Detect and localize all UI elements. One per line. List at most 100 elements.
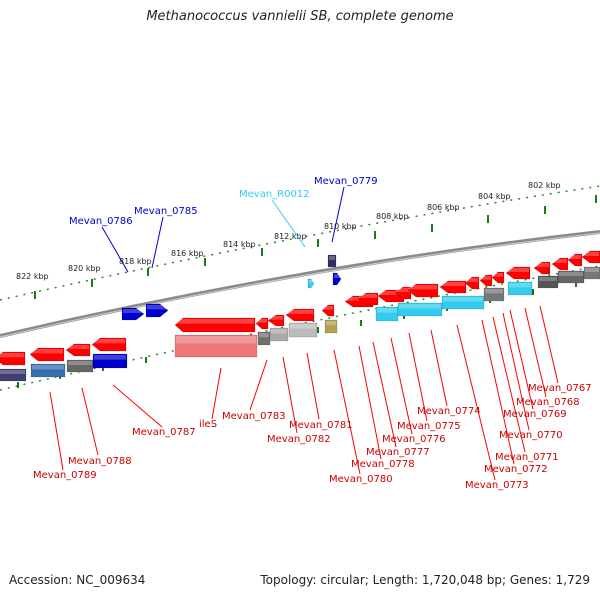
label-leader xyxy=(390,337,413,435)
gene-label: Mevan_0768 xyxy=(516,397,580,408)
gene-arrow-reverse xyxy=(394,286,412,300)
gene-label: Mevan_0779 xyxy=(314,176,378,187)
gene-arrow-forward xyxy=(332,272,342,286)
gene-label: Mevan_0774 xyxy=(417,406,481,417)
protein-block xyxy=(269,327,289,342)
gene-arrow-reverse xyxy=(29,347,65,362)
label-leader xyxy=(101,226,129,273)
gene-label: Mevan_0789 xyxy=(33,470,97,481)
top-label-leaders xyxy=(101,186,345,273)
protein-block xyxy=(397,302,443,317)
label-leader xyxy=(211,367,222,420)
gene-arrow-reverse xyxy=(255,317,269,330)
kbp-scale-labels: 822 kbp 820 kbp 818 kbp 816 kbp 814 kbp 812 k… xyxy=(16,181,561,281)
gene-label: Mevan_0777 xyxy=(366,447,430,458)
label-leader xyxy=(372,341,397,448)
kbp-label: 802 kbp xyxy=(528,181,561,190)
gene-arrow-reverse xyxy=(551,257,569,271)
gene-arrow-reverse xyxy=(267,314,285,327)
protein-block xyxy=(583,266,600,280)
bottom-label-leaders xyxy=(49,305,559,481)
gene-arrow-reverse xyxy=(533,261,551,275)
label-leader xyxy=(81,387,99,456)
label-leader xyxy=(358,345,382,460)
protein-block xyxy=(537,275,559,289)
gene-arrow-reverse xyxy=(567,253,583,267)
genome-backbone xyxy=(0,230,600,338)
gene-label: Mevan_0771 xyxy=(495,452,559,463)
gene-arrow-reverse xyxy=(91,337,127,352)
gene-arrow-reverse xyxy=(439,280,467,294)
gene-arrow-reverse xyxy=(407,283,439,298)
gene-label: Mevan_0782 xyxy=(267,434,331,445)
label-leader xyxy=(539,305,559,384)
protein-block xyxy=(174,334,258,358)
gene-label: Mevan_0775 xyxy=(397,421,461,432)
label-leader xyxy=(430,329,448,407)
kbp-label: 804 kbp xyxy=(478,192,511,201)
gene-label: Mevan_0773 xyxy=(465,480,529,491)
kbp-label: 820 kbp xyxy=(68,264,101,273)
label-leader xyxy=(271,199,306,248)
protein-block xyxy=(257,331,271,346)
protein-block xyxy=(30,363,66,378)
label-leader xyxy=(333,349,361,475)
gene-label: Mevan_0786 xyxy=(69,216,133,227)
protein-block xyxy=(441,295,485,310)
gene-arrow-forward xyxy=(121,307,145,321)
label-leader xyxy=(502,312,530,431)
gene-label: ileS xyxy=(199,419,217,430)
gene-arrow-reverse xyxy=(581,250,600,264)
gene-label: Mevan_0772 xyxy=(484,464,548,475)
kbp-label: 808 kbp xyxy=(376,212,409,221)
gene-label: Mevan_0788 xyxy=(68,456,132,467)
protein-block xyxy=(66,359,94,373)
protein-block xyxy=(288,322,318,338)
gene-arrow-reverse xyxy=(174,317,256,333)
kbp-label: 812 kbp xyxy=(274,232,307,241)
gene-label: Mevan_0778 xyxy=(351,459,415,470)
label-leader xyxy=(249,359,268,411)
gene-arrow-forward xyxy=(145,303,169,318)
protein-block xyxy=(0,368,27,382)
protein-block xyxy=(483,287,505,302)
label-leader xyxy=(481,319,515,465)
kbp-label: 816 kbp xyxy=(171,249,204,258)
protein-block xyxy=(324,319,338,334)
label-leader xyxy=(282,356,298,434)
gene-arrow-forward xyxy=(307,278,315,289)
gene-arrow-reverse xyxy=(65,343,91,357)
gene-arrow-reverse xyxy=(0,351,26,366)
gene-label: Mevan_0770 xyxy=(499,430,563,441)
label-leader xyxy=(509,309,534,410)
genome-title: Methanococcus vannielii SB, complete gen… xyxy=(146,9,454,24)
label-leader xyxy=(49,391,64,471)
label-leader xyxy=(408,332,428,422)
gene-arrow-reverse xyxy=(464,276,480,290)
protein-block xyxy=(507,281,533,296)
label-leader xyxy=(492,316,526,453)
gene-label: Mevan_0776 xyxy=(382,434,446,445)
kbp-label: 814 kbp xyxy=(223,240,256,249)
label-leader xyxy=(456,324,496,481)
kbp-label: 806 kbp xyxy=(427,203,460,212)
gene-label: Mevan_0781 xyxy=(289,420,353,431)
gene-arrow-reverse xyxy=(357,292,379,306)
gene-arrow-reverse xyxy=(505,266,531,280)
genome-summary: Topology: circular; Length: 1,720,048 bp… xyxy=(260,573,590,587)
gene-features xyxy=(0,250,600,382)
gene-label: Mevan_R0012 xyxy=(239,189,310,200)
label-leader xyxy=(151,216,164,269)
protein-block xyxy=(557,270,585,284)
gene-label: Mevan_0785 xyxy=(134,206,198,217)
kbp-label: 810 kbp xyxy=(324,222,357,231)
gene-arrow-reverse xyxy=(321,304,335,317)
gene-label: Mevan_0783 xyxy=(222,411,286,422)
kbp-label: 822 kbp xyxy=(16,272,49,281)
gene-label: Mevan_0767 xyxy=(528,383,592,394)
label-leader xyxy=(306,352,320,420)
gene-block xyxy=(327,254,337,268)
label-leader xyxy=(524,307,547,398)
